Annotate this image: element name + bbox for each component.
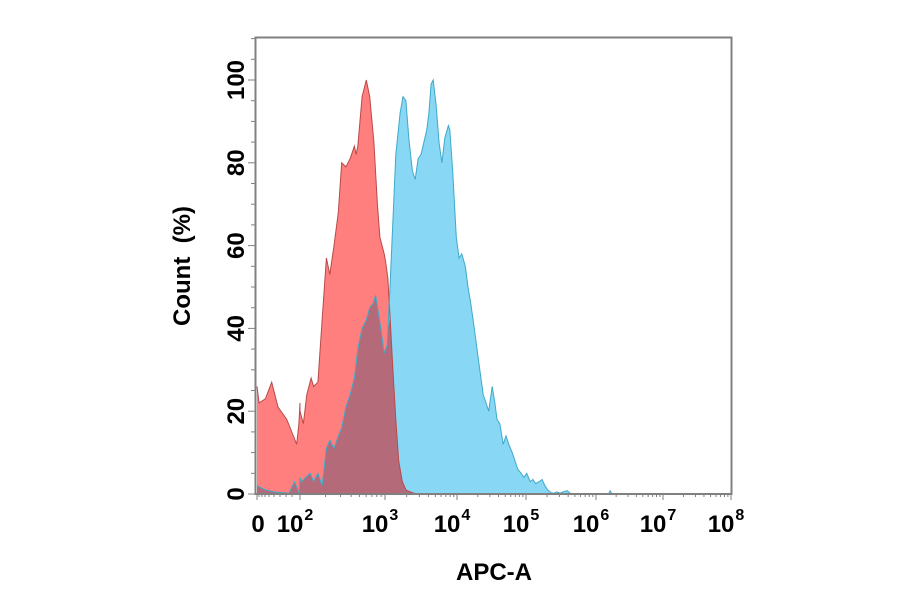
series-control-red-outline	[256, 79, 421, 495]
x-tick-label: 0	[251, 511, 264, 538]
x-axis: 0 102 103 104 105 106 107 108	[251, 494, 744, 538]
x-tick-label: 107	[640, 507, 677, 538]
y-axis: 0 20 40 60 80 100	[223, 38, 255, 501]
x-tick-label: 106	[573, 507, 610, 538]
series-target-blue-outline	[256, 78, 731, 495]
x-tick-label: 105	[503, 507, 540, 538]
x-tick-label: 103	[362, 507, 399, 538]
y-tick-label: 100	[223, 60, 250, 100]
plot-area	[256, 78, 731, 495]
x-tick-label: 104	[434, 507, 471, 538]
plot-frame	[254, 36, 733, 495]
x-tick-label: 102	[277, 507, 314, 538]
y-tick-label: 60	[223, 232, 250, 259]
y-axis-title: Count (%)	[169, 206, 196, 326]
y-tick-label: 40	[223, 315, 250, 342]
y-tick-label: 20	[223, 398, 250, 425]
x-axis-title: APC-A	[456, 559, 532, 586]
series-overlap-area	[257, 295, 421, 494]
y-tick-label: 0	[223, 487, 250, 500]
x-tick-label: 108	[708, 507, 745, 538]
y-tick-label: 80	[223, 149, 250, 176]
